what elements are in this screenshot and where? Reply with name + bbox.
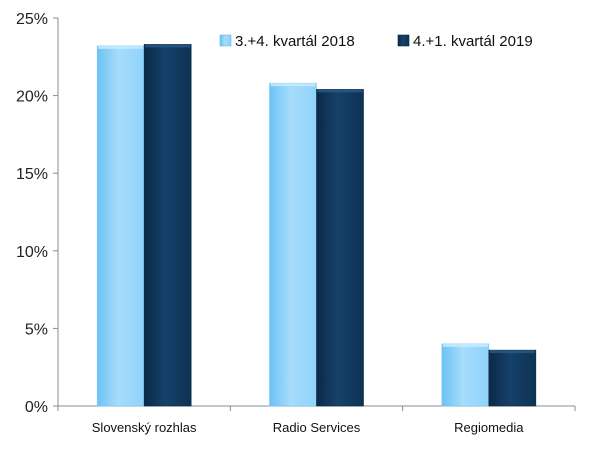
legend-swatch-2019 bbox=[397, 34, 410, 47]
bar-top-highlight bbox=[442, 343, 488, 347]
y-tick-label: 25% bbox=[16, 11, 48, 28]
y-axis: 0% 5% 10% 15% 20% 25% bbox=[16, 11, 59, 416]
bar-series-2019 bbox=[143, 44, 192, 407]
legend-label-2019: 4.+1. kvartál 2019 bbox=[413, 33, 533, 50]
bar-series-2018 bbox=[269, 82, 317, 407]
bar-top-highlight bbox=[145, 44, 191, 48]
bar-top-highlight bbox=[98, 45, 144, 49]
x-category-label: Slovenský rozhlas bbox=[92, 420, 197, 435]
bar-top-highlight bbox=[489, 350, 535, 354]
bar-series-2018 bbox=[96, 45, 145, 407]
bar-series-2018 bbox=[441, 343, 490, 407]
x-category-label: Regiomedia bbox=[454, 420, 524, 435]
legend: 3.+4. kvartál 2018 4.+1. kvartál 2019 bbox=[219, 33, 533, 50]
y-tick-label: 0% bbox=[25, 399, 48, 416]
y-tick-label: 5% bbox=[25, 321, 48, 338]
legend-swatch-2018 bbox=[219, 34, 232, 47]
bar-series-2019 bbox=[316, 89, 364, 407]
bar-top-highlight bbox=[270, 83, 316, 87]
y-tick-label: 10% bbox=[16, 244, 48, 261]
bar-series-2019 bbox=[488, 349, 537, 407]
legend-label-2018: 3.+4. kvartál 2018 bbox=[235, 33, 355, 50]
y-tick-label: 15% bbox=[16, 166, 48, 183]
x-category-label: Radio Services bbox=[273, 420, 361, 435]
bar-top-highlight bbox=[317, 89, 363, 93]
x-axis: Slovenský rozhlas Radio Services Regiomedi… bbox=[57, 405, 576, 435]
y-tick-label: 20% bbox=[16, 89, 48, 106]
bars-group bbox=[96, 44, 537, 407]
